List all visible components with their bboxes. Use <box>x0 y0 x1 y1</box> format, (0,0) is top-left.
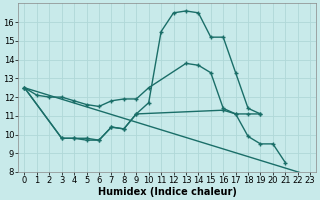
X-axis label: Humidex (Indice chaleur): Humidex (Indice chaleur) <box>98 187 237 197</box>
